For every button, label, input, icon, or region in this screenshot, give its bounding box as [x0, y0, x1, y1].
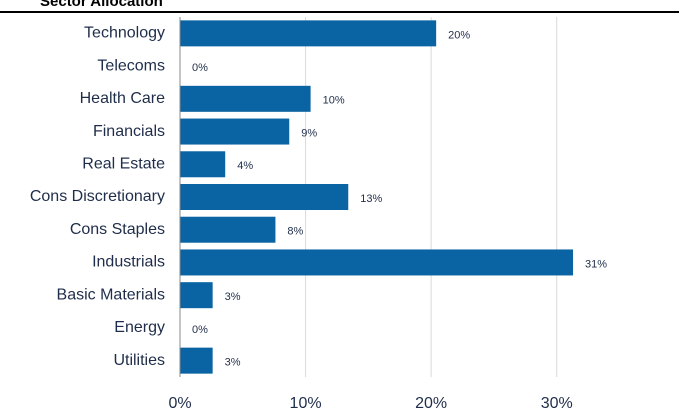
y-tick-label: Cons Discretionary — [30, 188, 165, 205]
bar — [180, 282, 213, 309]
value-label: 0% — [192, 324, 208, 336]
y-tick-label: Energy — [114, 319, 165, 336]
y-tick-label: Cons Staples — [70, 221, 165, 238]
y-tick-label: Financials — [93, 123, 165, 140]
value-label: 20% — [448, 29, 470, 41]
x-tick-label: 0% — [168, 395, 191, 410]
value-label: 13% — [360, 193, 382, 205]
value-label: 0% — [192, 62, 208, 74]
bar — [180, 216, 276, 243]
y-tick-label: Basic Materials — [57, 286, 165, 303]
bar — [180, 85, 311, 112]
value-label: 10% — [323, 95, 345, 107]
bar — [180, 249, 574, 276]
x-tick-label: 30% — [541, 395, 573, 410]
y-tick-label: Real Estate — [82, 155, 165, 172]
y-tick-label: Industrials — [92, 254, 165, 271]
y-tick-label: Telecoms — [97, 57, 165, 74]
bar — [180, 151, 226, 178]
x-tick-label: 10% — [290, 395, 322, 410]
value-label: 3% — [225, 357, 241, 369]
value-label: 9% — [301, 127, 317, 139]
value-label: 8% — [287, 226, 303, 238]
bar — [180, 184, 349, 210]
x-tick-label: 20% — [415, 395, 447, 410]
bar — [180, 118, 290, 145]
value-label: 3% — [225, 291, 241, 303]
bar — [180, 20, 437, 47]
chart-title: Sector Allocation — [40, 0, 163, 10]
y-tick-label: Technology — [84, 25, 165, 42]
y-tick-label: Health Care — [80, 90, 165, 107]
value-label: 31% — [585, 258, 607, 270]
y-tick-label: Utilities — [113, 352, 165, 369]
value-label: 4% — [237, 160, 253, 172]
bar — [180, 347, 213, 374]
